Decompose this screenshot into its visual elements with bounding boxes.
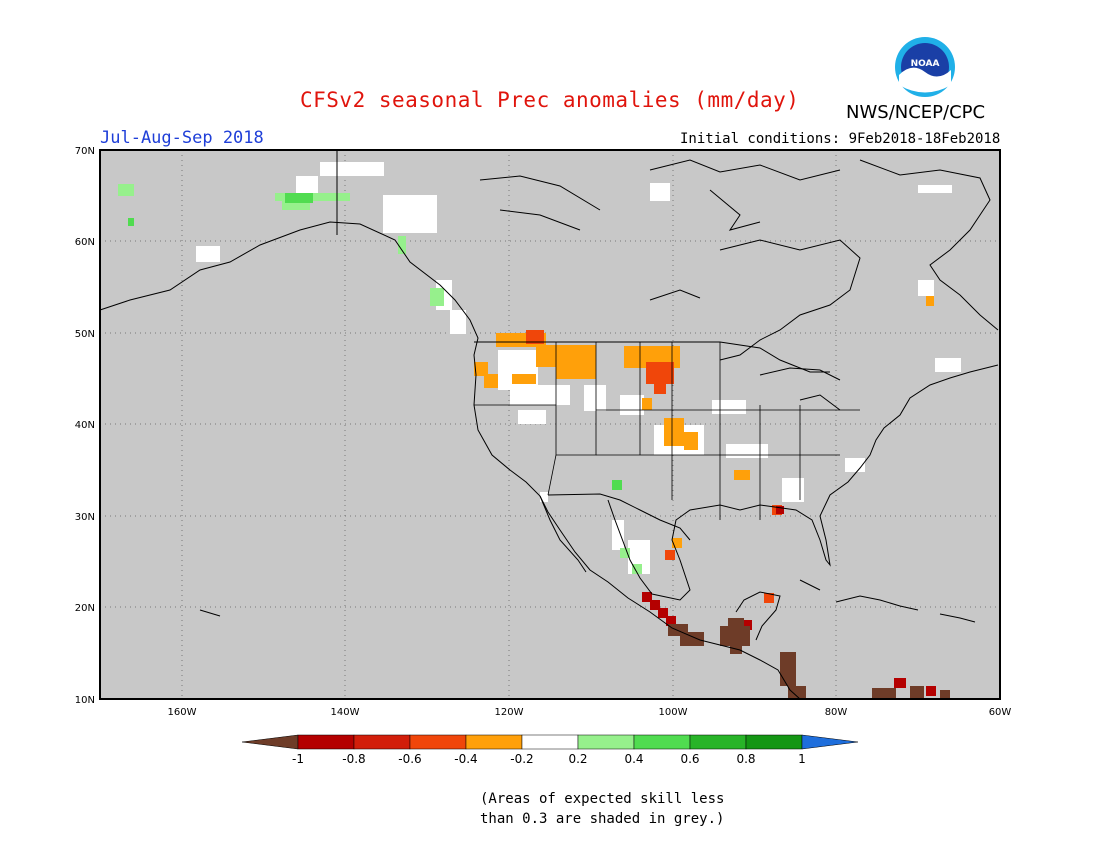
colorbar-swatch	[521, 734, 579, 750]
lat-tick-label: 40N	[75, 420, 95, 431]
forecast-period: Jul-Aug-Sep 2018	[100, 128, 264, 148]
lat-tick-label: 60N	[75, 237, 95, 248]
colorbar-labels: -1 -0.8 -0.6 -0.4 -0.2 0.2 0.4 0.6 0.8 1	[292, 752, 806, 766]
state-borders	[474, 342, 860, 520]
lat-tick-label: 20N	[75, 603, 95, 614]
footnote-line-1: (Areas of expected skill less	[480, 791, 725, 807]
colorbar-label: 0.4	[624, 752, 643, 766]
map-gridlines	[100, 150, 1000, 699]
footnote-line-2: than 0.3 are shaded in grey.)	[480, 811, 725, 827]
colorbar-swatch	[689, 734, 747, 750]
colorbar-label: 0.8	[736, 752, 755, 766]
map-title: CFSv2 seasonal Prec anomalies (mm/day)	[300, 88, 800, 112]
lon-tick-label: 100W	[659, 707, 688, 718]
country-borders	[336, 150, 830, 541]
colorbar-label: 0.6	[680, 752, 699, 766]
colorbar-arrow-low	[241, 734, 299, 750]
lon-tick-label: 140W	[331, 707, 360, 718]
colorbar-swatch	[633, 734, 691, 750]
initial-conditions: Initial conditions: 9Feb2018-18Feb2018	[680, 131, 1001, 147]
colorbar-swatch	[577, 734, 635, 750]
lon-tick-label: 120W	[495, 707, 524, 718]
map-frame	[99, 149, 1001, 700]
coastlines	[99, 159, 999, 700]
lon-tick-label: 80W	[825, 707, 848, 718]
colorbar	[241, 734, 859, 750]
lat-tick-label: 10N	[75, 695, 95, 706]
colorbar-swatch	[745, 734, 803, 750]
colorbar-swatch	[465, 734, 523, 750]
logo-text: NOAA	[911, 59, 940, 69]
agency-label: NWS/NCEP/CPC	[846, 102, 986, 123]
lat-tick-label: 70N	[75, 146, 95, 157]
lon-tick-label: 60W	[989, 707, 1012, 718]
lon-tick-label: 160W	[168, 707, 197, 718]
latitude-labels: 70N 60N 50N 40N 30N 20N 10N	[75, 146, 95, 706]
lat-tick-label: 30N	[75, 512, 95, 523]
colorbar-swatch	[297, 734, 355, 750]
colorbar-label: 0.2	[568, 752, 587, 766]
colorbar-label: -0.2	[510, 752, 533, 766]
colorbar-label: -0.6	[398, 752, 421, 766]
lat-tick-label: 50N	[75, 329, 95, 340]
colorbar-label: -1	[292, 752, 304, 766]
colorbar-label: 1	[798, 752, 806, 766]
colorbar-label: -0.8	[342, 752, 365, 766]
colorbar-arrow-high	[801, 734, 859, 750]
colorbar-swatch	[353, 734, 411, 750]
colorbar-swatch	[409, 734, 467, 750]
colorbar-label: -0.4	[454, 752, 477, 766]
noaa-logo: NOAA	[895, 37, 955, 97]
longitude-labels: 160W 140W 120W 100W 80W 60W	[168, 707, 1012, 718]
anomaly-cells	[118, 162, 961, 699]
